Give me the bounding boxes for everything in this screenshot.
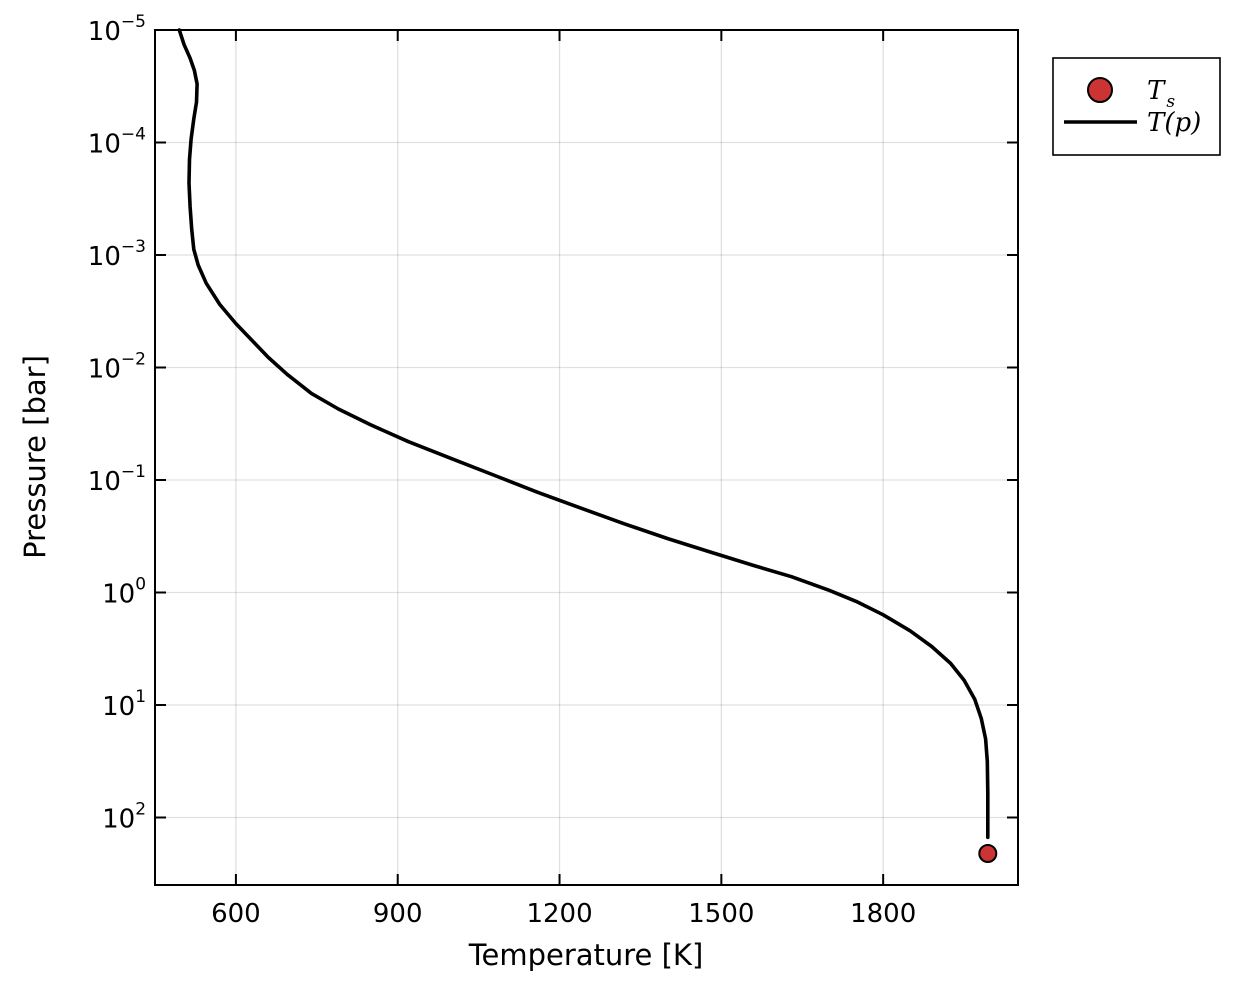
plot-frame: [154, 29, 1019, 886]
y-tick-base: 10: [88, 130, 121, 160]
axis-ticks: [155, 29, 1018, 885]
x-tick-labels: 600 900 1200 1500 1800: [211, 899, 916, 929]
y-tick-exponent: −1: [121, 462, 146, 482]
y-tick-label: 10−4: [88, 125, 146, 160]
surface-temperature-point: [978, 844, 998, 863]
x-tick-label: 1500: [688, 899, 754, 929]
y-tick-exponent: −4: [121, 125, 146, 145]
y-tick-label: 102: [102, 800, 146, 835]
y-tick-base: 10: [88, 355, 121, 385]
y-tick-label: 10−1: [88, 462, 146, 497]
series-layer: [177, 28, 998, 863]
series-line-tp: [177, 28, 990, 840]
y-tick-exponent: −2: [121, 350, 146, 370]
y-axis-title: Pressure [bar]: [18, 355, 52, 559]
y-tick-base: 10: [88, 242, 121, 272]
y-tick-exponent: 2: [135, 800, 146, 820]
y-tick-base: 10: [102, 805, 135, 835]
legend-box: [1052, 57, 1221, 156]
legend-marker-ts: [1087, 77, 1113, 103]
y-tick-label: 101: [102, 687, 146, 722]
y-tick-base: 10: [88, 467, 121, 497]
x-axis-title: Temperature [K]: [468, 938, 704, 972]
x-tick-label: 1800: [850, 899, 916, 929]
y-tick-base: 10: [102, 580, 135, 610]
y-tick-exponent: 0: [135, 575, 146, 595]
y-tick-label: 10−2: [88, 350, 146, 385]
legend-label-ts-main: T: [1147, 76, 1166, 106]
y-tick-base: 10: [88, 17, 121, 47]
y-tick-exponent: −5: [121, 12, 146, 32]
y-tick-exponent: −3: [121, 237, 146, 257]
legend-label-ts-sub: s: [1166, 92, 1175, 112]
y-tick-exponent: 1: [135, 687, 146, 707]
y-tick-label: 10−3: [88, 237, 146, 272]
legend-label-tp: T(p): [1147, 108, 1201, 138]
y-tick-label: 100: [102, 575, 146, 610]
y-tick-base: 10: [102, 692, 135, 722]
y-tick-label: 10−5: [88, 12, 146, 47]
plot-background: [155, 30, 1018, 885]
x-tick-label: 1200: [526, 899, 592, 929]
x-tick-label: 900: [373, 899, 423, 929]
x-tick-label: 600: [211, 899, 261, 929]
